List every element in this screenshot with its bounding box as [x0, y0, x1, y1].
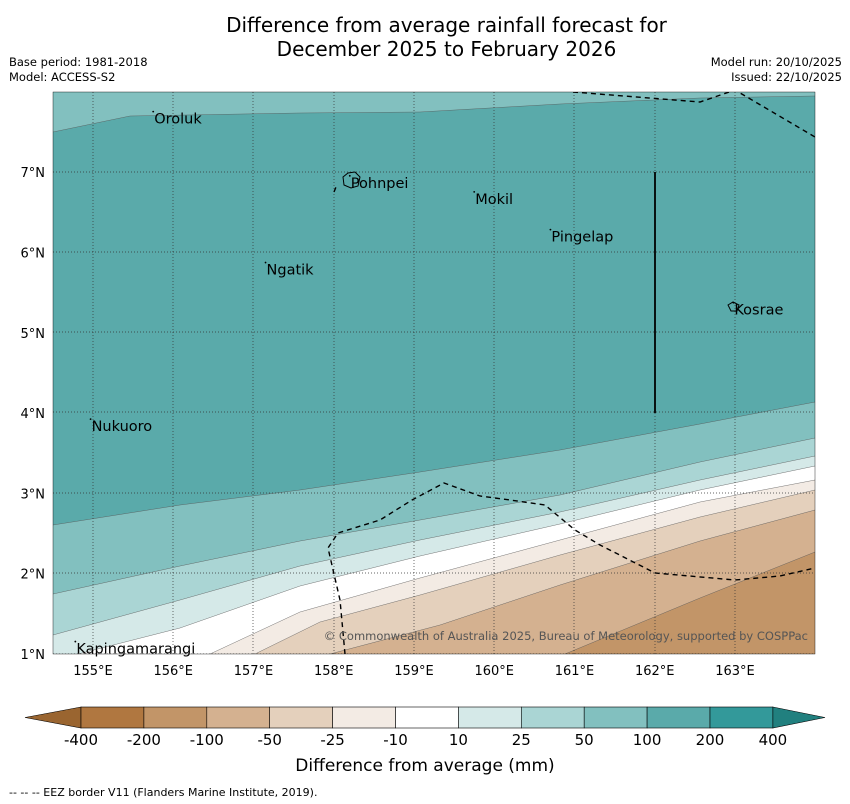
x-tick-label: 156°E [153, 664, 193, 679]
colorbar-segment [709, 706, 774, 729]
meta-left: Base period: 1981-2018 Model: ACCESS-S2 [9, 55, 148, 85]
place-marker [732, 301, 735, 304]
title-line-1: Difference from average rainfall forecas… [226, 13, 667, 37]
place-label: Kosrae [734, 303, 783, 319]
x-tick-label: 163°E [715, 664, 755, 679]
y-tick-label: 4°N [21, 407, 46, 422]
y-tick-label: 5°N [21, 327, 46, 342]
y-tick-label: 6°N [21, 247, 46, 262]
colorbar-label: 50 [575, 731, 594, 749]
colorbar-label: -50 [257, 731, 282, 749]
colorbar-label: -400 [64, 731, 98, 749]
colorbar: -400 -200 -100 -50 -25 -10 10 25 50 100 200 400 [24, 706, 826, 749]
colorbar-high-extend [772, 706, 826, 729]
place-marker [473, 190, 476, 193]
colorbar-label: -25 [320, 731, 345, 749]
band-100-200 [53, 96, 815, 525]
colorbar-segment [80, 706, 145, 729]
place-label: Pingelap [551, 230, 613, 246]
band-minus200-minus100 [565, 552, 815, 654]
x-axis-ticks: 155°E 156°E 157°E 158°E 159°E 160°E 161°E 162°E… [73, 664, 755, 679]
place-label: Kapingamarangi [76, 642, 195, 658]
colorbar-segment [646, 706, 711, 729]
place-marker [74, 640, 77, 643]
colorbar-segment [332, 706, 396, 729]
x-tick-label: 157°E [234, 664, 274, 679]
plot-frame [52, 91, 816, 655]
colorbar-label: -200 [127, 731, 161, 749]
colorbar-label: 100 [633, 731, 662, 749]
y-tick-label: 7°N [21, 166, 46, 181]
colorbar-label: 25 [512, 731, 531, 749]
pohnpei-island [342, 171, 361, 189]
colorbar-label: -100 [190, 731, 224, 749]
x-tick-label: 160°E [474, 664, 514, 679]
y-axis-ticks: 1°N 2°N 3°N 4°N 5°N 6°N 7°N [21, 166, 46, 663]
colorbar-title: Difference from average (mm) [295, 756, 555, 776]
kosrae-island [727, 301, 740, 312]
model-text: Model: ACCESS-S2 [9, 70, 116, 84]
place-label: Mokil [475, 192, 513, 208]
colorbar-label: 400 [759, 731, 788, 749]
place-marker [89, 418, 92, 421]
title-line-2: December 2025 to February 2026 [276, 37, 617, 61]
place-marker [348, 174, 351, 177]
colorbar-segment [583, 706, 648, 729]
colorbar-segment [269, 706, 333, 729]
eez-border [327, 92, 815, 654]
colorbar-label: 200 [696, 731, 725, 749]
model-run-text: Model run: 20/10/2025 [710, 55, 842, 69]
x-tick-label: 155°E [73, 664, 113, 679]
colorbar-segment [458, 706, 522, 729]
place-label: Nukuoro [92, 419, 153, 435]
colorbar-segment [143, 706, 208, 729]
y-tick-label: 3°N [21, 487, 46, 502]
meta-right: Model run: 20/10/2025 Issued: 22/10/2025 [711, 55, 842, 85]
place-marker [152, 110, 155, 113]
colorbar-segment [206, 706, 271, 729]
x-tick-label: 159°E [394, 664, 434, 679]
copyright-text: © Commonwealth of Australia 2025, Bureau… [324, 629, 808, 643]
place-label: Oroluk [154, 112, 202, 128]
x-tick-label: 162°E [635, 664, 675, 679]
graticule [53, 92, 815, 654]
contour-lines [53, 95, 815, 654]
place-marker [264, 261, 267, 264]
place-marker [549, 228, 552, 231]
colorbar-low-extend [24, 706, 82, 729]
base-period-text: Base period: 1981-2018 [9, 55, 148, 69]
colorbar-segment [395, 706, 459, 729]
place-labels: Oroluk Pohnpei Mokil Pingelap Ngatik Kosrae Nu… [74, 110, 783, 658]
footnote: -- -- -- EEZ border V11 (Flanders Marine… [9, 786, 318, 799]
y-tick-label: 1°N [21, 648, 46, 663]
chart-title: Difference from average rainfall forecas… [0, 13, 850, 61]
x-tick-label: 158°E [314, 664, 354, 679]
x-tick-label: 161°E [555, 664, 595, 679]
y-tick-label: 2°N [21, 568, 46, 583]
place-label: Pohnpei [351, 176, 409, 192]
colorbar-segment [520, 706, 585, 729]
map-plot-area [53, 92, 815, 654]
issued-text: Issued: 22/10/2025 [731, 70, 842, 84]
colorbar-label: 10 [449, 731, 468, 749]
place-label: Ngatik [267, 263, 315, 279]
colorbar-label: -10 [383, 731, 408, 749]
